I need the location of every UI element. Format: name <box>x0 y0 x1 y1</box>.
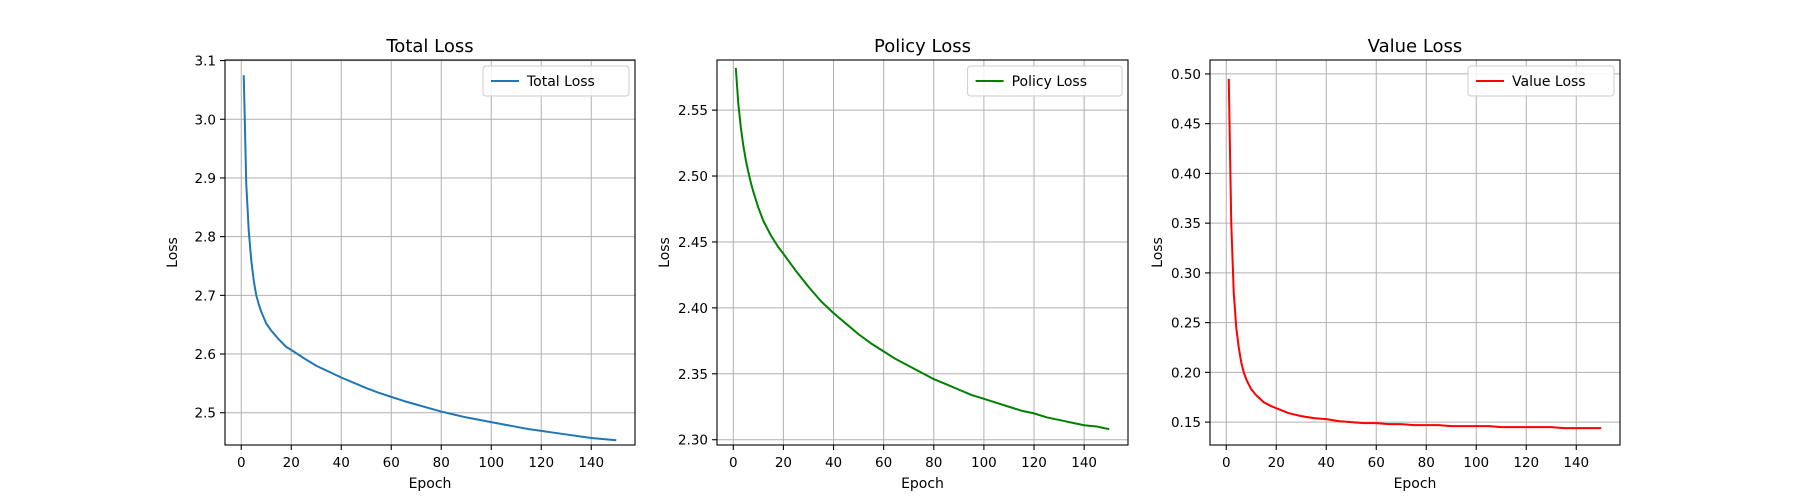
chart-title: Value Loss <box>1368 36 1463 57</box>
x-tick-label: 100 <box>1463 455 1489 471</box>
x-tick-label: 40 <box>333 455 350 471</box>
x-tick-label: 80 <box>1418 455 1435 471</box>
x-tick-label: 120 <box>528 455 554 471</box>
x-tick-label: 40 <box>825 455 842 471</box>
x-tick-label: 100 <box>478 455 504 471</box>
y-tick-label: 0.15 <box>1171 415 1201 431</box>
chart-panel-3: 0 20 40 60 80 100 120 140 0.15 0.20 0.25 0.30 0.35 0.… <box>1150 36 1621 492</box>
y-tick-label: 2.7 <box>195 288 216 304</box>
y-tick-label: 2.55 <box>678 103 708 119</box>
y-tick-label: 2.50 <box>678 169 708 185</box>
legend-box <box>482 65 630 97</box>
x-tick-label: 60 <box>1368 455 1385 471</box>
y-tick-label: 0.40 <box>1171 166 1201 182</box>
x-tick-label: 0 <box>1222 455 1231 471</box>
x-tick-label: 0 <box>729 455 738 471</box>
series-line-value-loss <box>1227 78 1602 430</box>
x-tick-label: 140 <box>1071 455 1097 471</box>
y-tick-label: 2.5 <box>195 406 216 422</box>
legend-box <box>1467 65 1615 97</box>
y-tick-label: 2.6 <box>195 347 216 363</box>
series-line-policy-loss <box>734 67 1110 431</box>
x-tick-label: 80 <box>925 455 942 471</box>
legend: Total Loss <box>482 65 630 97</box>
legend-label: Value Loss <box>1512 74 1586 90</box>
x-tick-label: 60 <box>875 455 892 471</box>
x-tick-label: 20 <box>283 455 300 471</box>
y-tick-label: 3.0 <box>195 112 216 128</box>
x-tick-label: 40 <box>1318 455 1335 471</box>
x-axis-label: Epoch <box>901 476 944 492</box>
y-axis-label: Loss <box>657 237 673 268</box>
legend: Policy Loss <box>967 65 1123 97</box>
x-tick-label: 100 <box>971 455 997 471</box>
y-tick-label: 2.35 <box>678 367 708 383</box>
chart-title: Policy Loss <box>874 36 971 57</box>
y-tick-label: 2.45 <box>678 235 708 251</box>
y-tick-label: 0.50 <box>1171 67 1201 83</box>
plot-frame <box>1209 59 1621 446</box>
x-tick-label: 20 <box>775 455 792 471</box>
plot-frame <box>224 59 636 446</box>
x-tick-label: 140 <box>1563 455 1589 471</box>
chart-title: Total Loss <box>385 36 473 57</box>
legend-label: Total Loss <box>526 74 595 90</box>
legend-box <box>967 65 1123 97</box>
y-tick-label: 2.9 <box>195 171 216 187</box>
y-tick-label: 3.1 <box>195 54 216 70</box>
y-tick-label: 2.30 <box>678 433 708 449</box>
x-tick-label: 0 <box>237 455 246 471</box>
chart-panel-1: 0 20 40 60 80 100 120 140 2.5 2.6 2.7 2.8 2.9 3.0 3.1 T… <box>165 36 636 492</box>
series-line-total-loss <box>242 75 617 442</box>
x-tick-label: 120 <box>1021 455 1047 471</box>
x-axis-label: Epoch <box>1394 476 1437 492</box>
x-tick-label: 60 <box>383 455 400 471</box>
y-tick-label: 0.35 <box>1171 216 1201 232</box>
legend-label: Policy Loss <box>1012 74 1087 90</box>
y-tick-label: 0.30 <box>1171 266 1201 282</box>
y-tick-label: 0.45 <box>1171 117 1201 133</box>
y-tick-label: 0.20 <box>1171 365 1201 381</box>
x-tick-label: 80 <box>433 455 450 471</box>
y-axis-label: Loss <box>165 237 181 268</box>
y-axis-label: Loss <box>1150 237 1166 268</box>
x-tick-label: 20 <box>1268 455 1285 471</box>
y-tick-label: 2.40 <box>678 301 708 317</box>
x-tick-label: 140 <box>578 455 604 471</box>
y-tick-label: 2.8 <box>195 230 216 246</box>
x-tick-label: 120 <box>1513 455 1539 471</box>
x-axis-label: Epoch <box>409 476 452 492</box>
plot-frame <box>716 59 1129 446</box>
chart-panel-2: 0 20 40 60 80 100 120 140 2.30 2.35 2.40 2.45 2.50 2.… <box>657 36 1129 492</box>
y-tick-label: 0.25 <box>1171 316 1201 332</box>
legend: Value Loss <box>1467 65 1615 97</box>
